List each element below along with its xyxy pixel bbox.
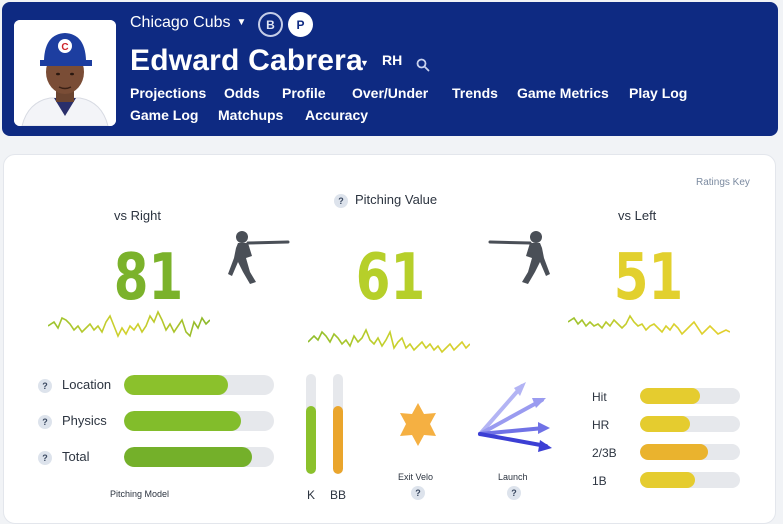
- ratings-key-link[interactable]: Ratings Key: [696, 177, 750, 188]
- help-icon[interactable]: ?: [38, 451, 52, 465]
- batter-left-icon: [488, 231, 550, 284]
- tab-matchups[interactable]: Matchups: [218, 107, 284, 123]
- help-icon[interactable]: ?: [507, 486, 521, 500]
- search-icon[interactable]: [416, 58, 430, 77]
- k-label: K: [307, 488, 316, 502]
- model-label-total: Total: [62, 449, 90, 464]
- tab-play-log[interactable]: Play Log: [629, 85, 688, 101]
- total-bar: [124, 447, 274, 467]
- exit-velo-icon: [400, 403, 436, 446]
- tab-game-log[interactable]: Game Log: [130, 107, 199, 123]
- physics-bar: [124, 411, 274, 431]
- help-icon[interactable]: ?: [411, 486, 425, 500]
- chevron-down-icon: ▼: [236, 17, 247, 28]
- pitcher-toggle[interactable]: P: [288, 12, 313, 37]
- vs-right-score: 81: [113, 241, 184, 315]
- exit-velo-label: Exit Velo: [398, 472, 434, 482]
- single-bar: [640, 472, 740, 488]
- tab-game-metrics[interactable]: Game Metrics: [517, 85, 609, 101]
- outcome-label-1b: 1B: [592, 474, 607, 488]
- hit-bar: [640, 388, 740, 404]
- location-bar: [124, 375, 274, 395]
- outcome-label-hit: Hit: [592, 390, 607, 404]
- tab-odds[interactable]: Odds: [224, 85, 260, 101]
- player-name: Edward Cabrera: [130, 44, 363, 77]
- vs-left-label: vs Left: [618, 208, 657, 223]
- launch-label: Launch: [498, 472, 528, 482]
- pitching-value-sparkline: [308, 328, 470, 354]
- vs-left-score: 51: [613, 241, 684, 315]
- chevron-down-icon[interactable]: ▼: [360, 58, 369, 68]
- bb-label: BB: [330, 488, 347, 502]
- help-icon[interactable]: ?: [334, 194, 348, 208]
- model-label-location: Location: [62, 377, 112, 392]
- model-label-physics: Physics: [62, 413, 107, 428]
- tab-projections[interactable]: Projections: [130, 85, 207, 101]
- outcome-label-2b3b: 2/3B: [592, 446, 617, 460]
- vs-right-sparkline: [48, 310, 210, 338]
- pitching-value-label: Pitching Value: [355, 192, 438, 207]
- handedness-label: RH: [382, 52, 403, 68]
- player-header: C Chicago Cubs ▼ B P Edward Cabrera ▼ RH …: [2, 2, 778, 136]
- svg-text:C: C: [61, 42, 68, 53]
- vs-right-label: vs Right: [114, 208, 161, 223]
- pitching-model-caption: Pitching Model: [110, 489, 170, 499]
- pitching-value-score: 61: [355, 241, 426, 315]
- help-icon[interactable]: ?: [38, 379, 52, 393]
- player-avatar: C: [14, 20, 116, 126]
- vs-left-sparkline: [568, 314, 730, 336]
- team-selector[interactable]: Chicago Cubs ▼: [130, 14, 246, 32]
- tab-accuracy[interactable]: Accuracy: [305, 107, 369, 123]
- bb-bar: [333, 374, 343, 474]
- hr-bar: [640, 416, 740, 432]
- launch-angle-icon: [478, 382, 552, 452]
- batter-toggle[interactable]: B: [258, 12, 283, 37]
- help-icon[interactable]: ?: [38, 415, 52, 429]
- k-bar: [306, 374, 316, 474]
- tab-over-under[interactable]: Over/Under: [352, 85, 429, 101]
- tab-profile[interactable]: Profile: [282, 85, 326, 101]
- batter-right-icon: [228, 231, 290, 284]
- xbh-bar: [640, 444, 740, 460]
- team-name: Chicago Cubs: [130, 14, 231, 31]
- tab-trends[interactable]: Trends: [452, 85, 498, 101]
- outcome-label-hr: HR: [592, 418, 610, 432]
